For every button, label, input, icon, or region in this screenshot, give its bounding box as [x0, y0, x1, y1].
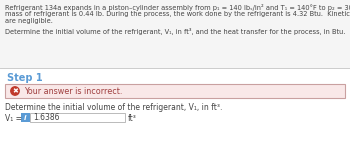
FancyBboxPatch shape	[0, 0, 350, 68]
Text: Determine the initial volume of the refrigerant, V₁, in ft³, and the heat transf: Determine the initial volume of the refr…	[5, 28, 345, 35]
Text: Step 1: Step 1	[7, 73, 43, 83]
Text: ft³: ft³	[128, 114, 137, 123]
Text: Refrigerant 134a expands in a piston–cylinder assembly from p₁ = 140 lbₛ/in² and: Refrigerant 134a expands in a piston–cyl…	[5, 4, 350, 11]
Text: 1.6386: 1.6386	[33, 113, 60, 122]
Text: Your answer is incorrect.: Your answer is incorrect.	[24, 87, 122, 96]
FancyBboxPatch shape	[0, 68, 350, 146]
FancyBboxPatch shape	[5, 84, 345, 98]
Text: ✖: ✖	[12, 88, 18, 94]
Text: i: i	[24, 114, 27, 120]
FancyBboxPatch shape	[21, 113, 30, 122]
Circle shape	[11, 87, 19, 95]
FancyBboxPatch shape	[30, 113, 125, 122]
Text: Determine the initial volume of the refrigerant, V₁, in ft³.: Determine the initial volume of the refr…	[5, 103, 222, 112]
Text: V₁ =: V₁ =	[5, 114, 22, 123]
Text: mass of refrigerant is 0.44 lb. During the process, the work done by the refrige: mass of refrigerant is 0.44 lb. During t…	[5, 11, 350, 17]
Text: are negligible.: are negligible.	[5, 18, 53, 24]
